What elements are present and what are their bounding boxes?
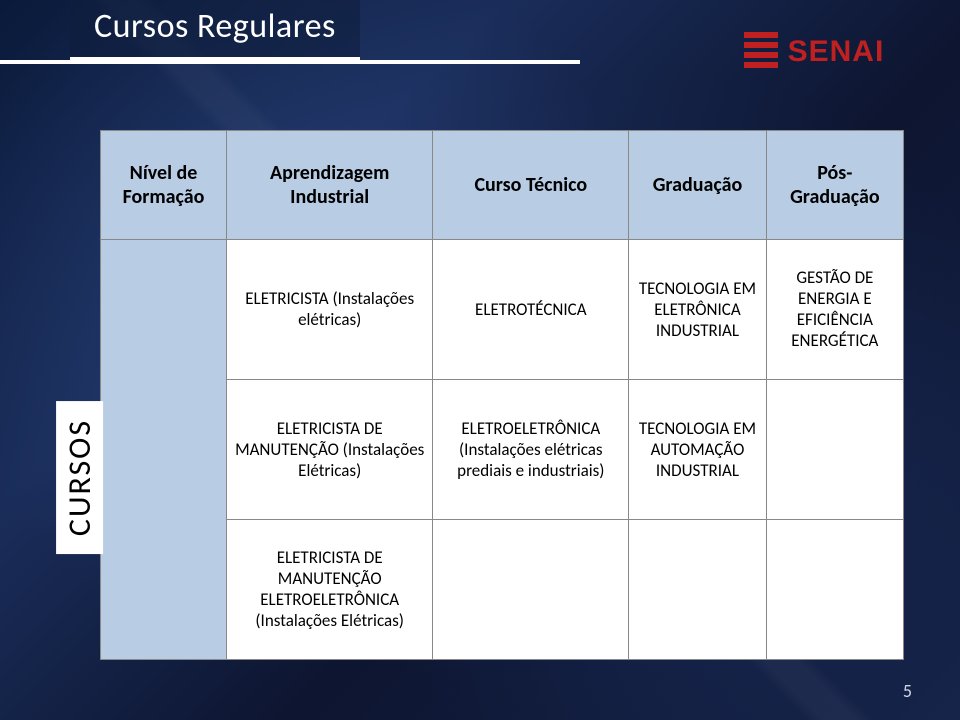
cell xyxy=(766,379,903,519)
side-label-wrap: CURSOS xyxy=(60,130,100,660)
table-row: ELETRICISTA (Instalações elétricas) ELET… xyxy=(101,239,904,379)
senai-logo: SENAI xyxy=(744,32,904,76)
slide: Cursos Regulares SENAI CURSOS Nível de F… xyxy=(0,0,960,720)
cell: ELETRICISTA DE MANUTENÇÃO (Instalações E… xyxy=(227,379,433,519)
cell: ELETRICISTA (Instalações elétricas) xyxy=(227,239,433,379)
table-header-row: Nível de Formação Aprendizagem Industria… xyxy=(101,131,904,240)
cell xyxy=(629,519,766,659)
col-graduacao: Graduação xyxy=(629,131,766,240)
col-curso-tecnico: Curso Técnico xyxy=(433,131,629,240)
cell: TECNOLOGIA EM AUTOMAÇÃO INDUSTRIAL xyxy=(629,379,766,519)
title-box: Cursos Regulares xyxy=(70,0,360,61)
col-aprendizagem: Aprendizagem Industrial xyxy=(227,131,433,240)
cell xyxy=(766,519,903,659)
cell: GESTÃO DE ENERGIA E EFICIÊNCIA ENERGÉTIC… xyxy=(766,239,903,379)
table-layout: CURSOS Nível de Formação Aprendizagem In… xyxy=(60,130,904,660)
row-header-empty xyxy=(101,239,227,659)
col-pos-graduacao: Pós-Graduação xyxy=(766,131,903,240)
cell: ELETRICISTA DE MANUTENÇÃO ELETROELETRÔNI… xyxy=(227,519,433,659)
logo-text: SENAI xyxy=(788,35,885,69)
courses-table: Nível de Formação Aprendizagem Industria… xyxy=(100,130,904,660)
cell xyxy=(433,519,629,659)
side-label: CURSOS xyxy=(57,400,104,553)
col-row-header: Nível de Formação xyxy=(101,131,227,240)
slide-title: Cursos Regulares xyxy=(94,6,336,47)
content-area: CURSOS Nível de Formação Aprendizagem In… xyxy=(60,130,904,660)
cell: ELETROTÉCNICA xyxy=(433,239,629,379)
cell: ELETROELETRÔNICA (Instalações elétricas … xyxy=(433,379,629,519)
logo-stripes-icon xyxy=(744,32,778,72)
page-number: 5 xyxy=(903,680,912,702)
cell: TECNOLOGIA EM ELETRÔNICA INDUSTRIAL xyxy=(629,239,766,379)
